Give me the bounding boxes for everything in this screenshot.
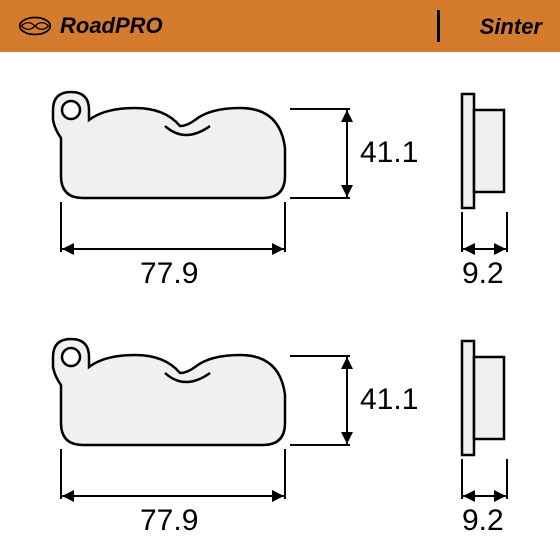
brand-logo-icon xyxy=(18,14,52,38)
dim-width-bottom: 77.9 xyxy=(140,504,198,538)
arrow-icon xyxy=(341,110,353,122)
arrow-icon xyxy=(341,357,353,369)
arrow-icon xyxy=(341,185,353,197)
arrow-icon xyxy=(463,490,475,502)
brake-pad-bottom-side xyxy=(460,339,510,457)
arrow-icon xyxy=(272,490,284,502)
arrow-icon xyxy=(341,432,353,444)
arrow-icon xyxy=(463,243,475,255)
brand-suffix: PRO xyxy=(115,13,163,39)
arrow-icon xyxy=(494,490,506,502)
brake-pad-bottom-front xyxy=(35,327,295,457)
diagram-area: 77.9 41.1 9.2 77.9 41.1 9.2 xyxy=(0,52,560,560)
variant-label: Sinter xyxy=(480,14,542,40)
arrow-icon xyxy=(62,490,74,502)
dim-thick-top: 9.2 xyxy=(462,257,504,291)
dim-line xyxy=(346,357,348,444)
dim-thick-bottom: 9.2 xyxy=(462,504,504,538)
header-separator xyxy=(437,10,440,42)
dim-line xyxy=(62,495,284,497)
ext-line xyxy=(290,444,350,446)
ext-line xyxy=(284,202,286,252)
header-bar: RoadPRO Sinter xyxy=(0,0,560,52)
arrow-icon xyxy=(272,243,284,255)
ext-line xyxy=(506,459,508,499)
ext-line xyxy=(290,197,350,199)
brand-prefix: Road xyxy=(60,13,115,39)
dim-line xyxy=(346,110,348,197)
arrow-icon xyxy=(62,243,74,255)
ext-line xyxy=(284,449,286,499)
dim-line xyxy=(62,248,284,250)
brake-pad-top-side xyxy=(460,92,510,210)
dim-width-top: 77.9 xyxy=(140,257,198,291)
dim-height-top: 41.1 xyxy=(360,136,418,170)
dim-height-bottom: 41.1 xyxy=(360,383,418,417)
arrow-icon xyxy=(494,243,506,255)
brake-pad-top-front xyxy=(35,80,295,210)
ext-line xyxy=(506,212,508,252)
